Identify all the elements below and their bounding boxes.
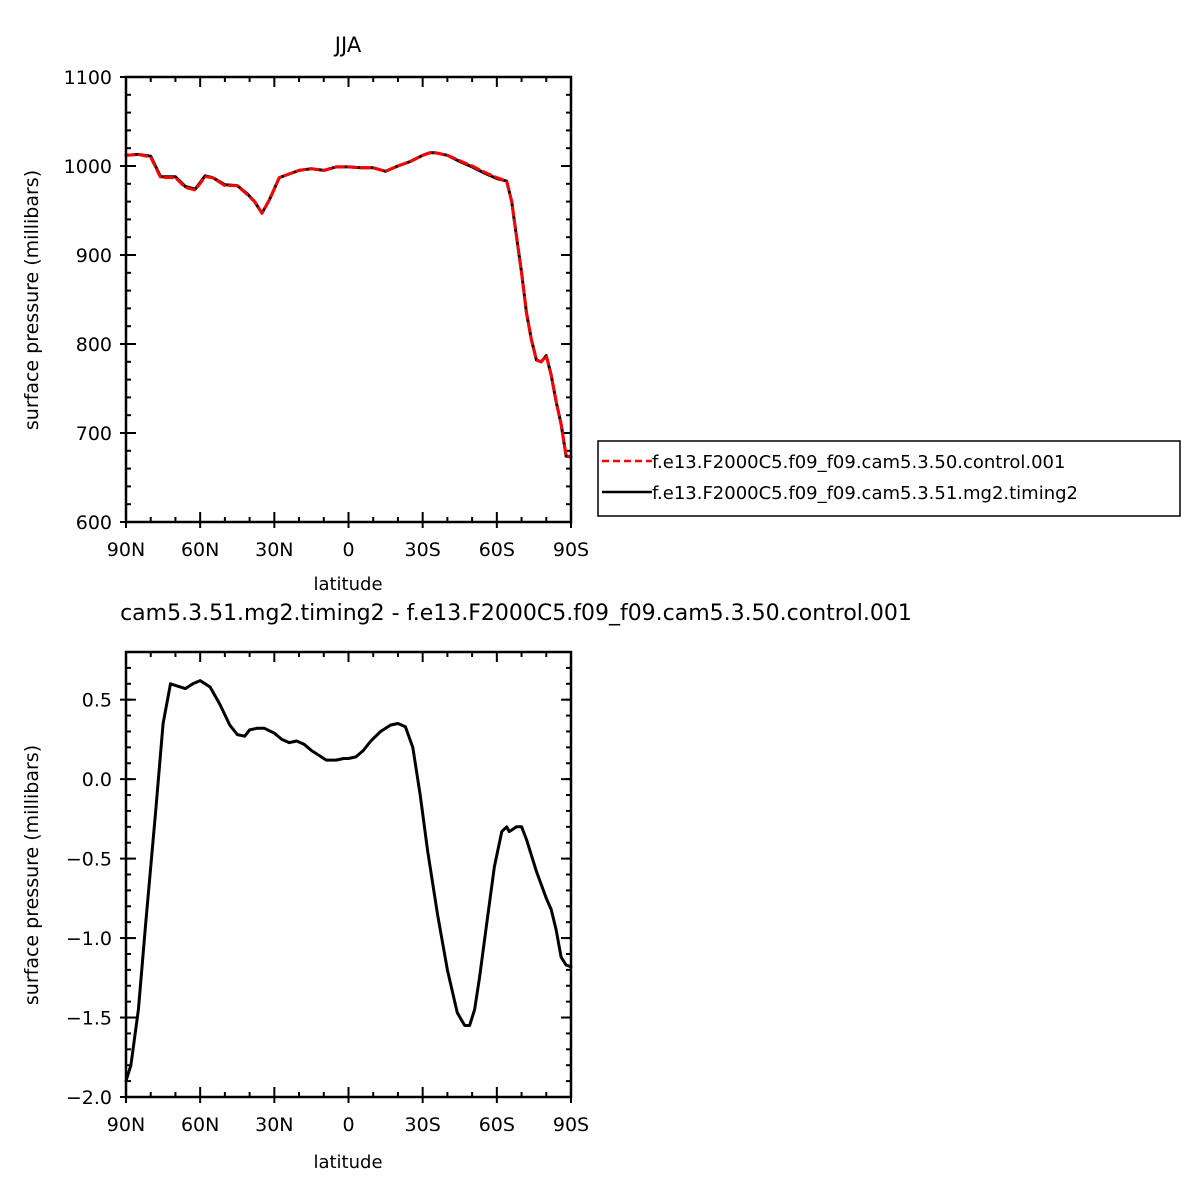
x-tick-label: 30N [255,539,293,561]
series-line-0 [124,151,573,459]
y-tick-label: 600 [76,512,112,534]
x-tick-label: 60N [181,539,219,561]
series-line-1 [124,151,573,459]
x-tick-label: 90N [107,1114,145,1136]
y-tick-label: 0.5 [82,690,112,712]
y-tick-label: 1000 [64,156,112,178]
y-tick-label: −2.0 [66,1087,112,1109]
x-tick-label: 60N [181,1114,219,1136]
y-tick-label: 800 [76,334,112,356]
y-tick-label: −0.5 [66,849,112,871]
x-tick-label: 0 [342,1114,354,1136]
y-axis-label: surface pressure (millibars) [21,745,43,1005]
data-lines [124,151,573,459]
x-tick-label: 0 [342,539,354,561]
x-tick-label: 60S [479,539,515,561]
x-tick-label: 30N [255,1114,293,1136]
y-tick-label: −1.5 [66,1008,112,1030]
x-tick-label: 60S [479,1114,515,1136]
data-lines [124,679,573,1083]
y-tick-label: 0.0 [82,769,112,791]
plot-frame [124,75,573,524]
legend-box [597,440,1181,517]
tick-marks [120,651,572,1103]
plot-frame [124,650,573,1099]
legend: f.e13.F2000C5.f09_f09.cam5.3.50.control.… [597,440,1181,517]
x-tick-label: 90S [553,1114,589,1136]
y-tick-label: 1100 [64,67,112,89]
panel-surface-pressure: JJA 600 700 800 900 1000 1100 90N 60N 30N 0 30S 60S… [21,33,1181,595]
y-tick-label: 900 [76,245,112,267]
x-tick-label: 90S [553,539,589,561]
chart-title: JJA [333,33,362,57]
legend-label-control: f.e13.F2000C5.f09_f09.cam5.3.50.control.… [652,452,1065,473]
tick-labels: 600 700 800 900 1000 1100 90N 60N 30N 0 30S 60S 90S [64,67,589,561]
y-axis-label: surface pressure (millibars) [21,170,43,430]
y-tick-label: 700 [76,423,112,445]
x-axis-label: latitude [313,1152,382,1173]
x-tick-label: 30S [405,1114,441,1136]
y-tick-label: −1.0 [66,928,112,950]
x-tick-label: 90N [107,539,145,561]
chart-title: cam5.3.51.mg2.timing2 - f.e13.F2000C5.f0… [120,601,912,626]
x-axis-label: latitude [313,574,382,595]
series-line-0 [124,679,573,1083]
tick-labels: −2.0 −1.5 −1.0 −0.5 0.0 0.5 90N 60N 30N 0 30S 60S 90… [66,690,589,1136]
tick-marks [120,76,572,528]
x-tick-label: 30S [405,539,441,561]
panel-difference: cam5.3.51.mg2.timing2 - f.e13.F2000C5.f0… [21,601,912,1173]
legend-label-mg2: f.e13.F2000C5.f09_f09.cam5.3.51.mg2.timi… [652,483,1078,504]
